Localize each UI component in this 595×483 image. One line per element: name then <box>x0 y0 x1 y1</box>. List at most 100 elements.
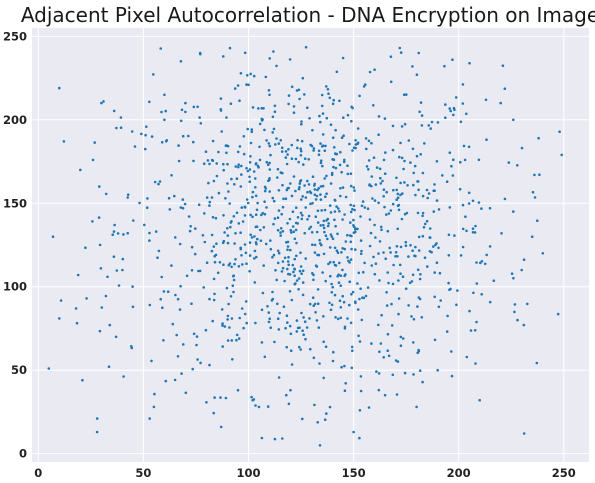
data-point <box>226 241 230 245</box>
data-point <box>222 263 225 267</box>
data-point <box>412 341 415 344</box>
data-point <box>311 128 314 132</box>
data-point <box>364 294 368 298</box>
data-point <box>353 208 356 212</box>
data-point <box>362 296 366 300</box>
data-point <box>343 247 347 251</box>
data-point <box>131 305 135 309</box>
data-point <box>226 314 230 318</box>
data-point <box>368 218 372 221</box>
data-point <box>454 96 458 99</box>
data-point <box>411 249 414 252</box>
data-point <box>333 218 336 222</box>
data-point <box>99 267 103 270</box>
data-point <box>474 224 477 228</box>
data-point <box>331 237 335 241</box>
data-point <box>414 193 417 197</box>
data-point <box>298 345 301 349</box>
data-point <box>237 265 241 268</box>
data-point <box>425 219 429 223</box>
data-point <box>342 116 345 119</box>
data-point <box>267 89 271 92</box>
data-point <box>341 186 345 189</box>
data-point <box>313 188 317 191</box>
data-point <box>308 302 312 306</box>
data-point <box>328 260 332 264</box>
data-point <box>210 249 214 253</box>
data-point <box>394 359 398 362</box>
data-point <box>356 227 359 231</box>
data-point <box>467 145 471 149</box>
data-point <box>229 295 233 298</box>
data-point <box>179 284 182 288</box>
data-point <box>319 198 323 201</box>
data-point <box>558 130 561 133</box>
data-point <box>488 300 492 304</box>
data-point <box>386 271 390 274</box>
data-point <box>339 150 342 154</box>
data-point <box>316 253 319 257</box>
data-point <box>344 382 348 385</box>
data-point <box>301 269 305 273</box>
data-point <box>190 302 193 306</box>
data-point <box>275 64 278 68</box>
data-point <box>414 245 417 249</box>
data-point <box>386 229 390 233</box>
data-point <box>417 188 420 192</box>
data-point <box>107 365 111 369</box>
data-point <box>449 287 452 291</box>
data-point <box>335 70 339 74</box>
data-point <box>300 217 304 221</box>
data-point <box>294 189 297 193</box>
data-point <box>298 97 301 101</box>
data-point <box>282 197 285 201</box>
data-point <box>368 244 372 248</box>
data-point <box>349 184 353 188</box>
data-point <box>378 167 382 171</box>
data-point <box>402 93 406 96</box>
data-point <box>378 279 381 282</box>
data-point <box>253 235 256 238</box>
data-point <box>538 173 541 176</box>
data-point <box>465 112 468 116</box>
data-point <box>251 106 255 109</box>
data-point <box>275 137 278 140</box>
data-point <box>272 127 276 131</box>
data-point <box>349 240 353 244</box>
data-point <box>140 132 143 136</box>
data-point <box>328 301 331 305</box>
data-point <box>144 133 147 137</box>
data-point <box>245 262 248 266</box>
data-point <box>341 56 345 60</box>
data-point <box>313 302 317 306</box>
data-point <box>290 298 294 302</box>
data-point <box>323 230 326 234</box>
data-point <box>317 187 321 190</box>
data-point <box>348 280 351 284</box>
data-point <box>227 190 230 193</box>
data-point <box>290 143 294 147</box>
data-point <box>399 141 402 145</box>
data-point <box>206 159 210 162</box>
data-point <box>272 50 275 53</box>
data-point <box>260 436 264 440</box>
data-point <box>325 85 328 88</box>
data-point <box>148 100 151 104</box>
data-point <box>177 159 181 163</box>
data-point <box>301 417 304 421</box>
data-point <box>225 144 228 147</box>
data-point <box>119 116 123 119</box>
data-point <box>112 109 116 113</box>
data-point <box>411 273 415 277</box>
data-point <box>448 107 452 110</box>
data-point <box>295 330 299 333</box>
data-point <box>111 233 114 236</box>
data-point <box>321 164 324 168</box>
data-point <box>403 371 407 375</box>
data-point <box>114 335 118 339</box>
data-point <box>473 329 477 332</box>
data-point <box>296 222 300 225</box>
data-point <box>354 230 357 234</box>
data-point <box>233 183 236 186</box>
data-point <box>289 332 293 336</box>
